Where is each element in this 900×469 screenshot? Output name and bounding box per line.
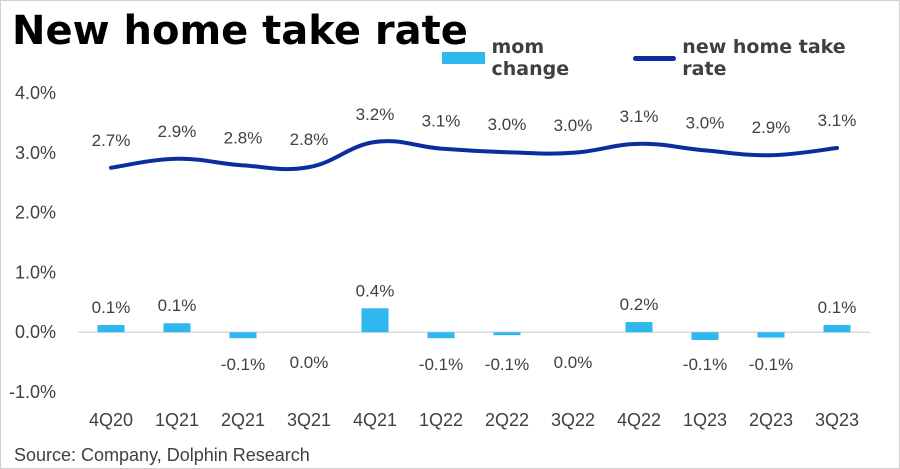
x-tick-label: 2Q22 bbox=[485, 410, 529, 430]
bar-data-label: 0.1% bbox=[158, 296, 197, 315]
line-data-label: 2.7% bbox=[92, 131, 131, 150]
line-data-label: 2.9% bbox=[752, 118, 791, 137]
bar-mom-change bbox=[163, 323, 191, 333]
bar-mom-change bbox=[823, 325, 851, 333]
line-data-label: 2.8% bbox=[290, 130, 329, 149]
bar-data-label: 0.0% bbox=[554, 353, 593, 372]
x-tick-label: 1Q23 bbox=[683, 410, 727, 430]
bar-data-label: -0.1% bbox=[749, 355, 793, 374]
bar-data-label: -0.1% bbox=[221, 355, 265, 374]
line-data-label: 3.1% bbox=[422, 112, 461, 131]
bar-mom-change bbox=[97, 325, 125, 333]
x-tick-label: 3Q23 bbox=[815, 410, 859, 430]
line-data-label: 3.2% bbox=[356, 105, 395, 124]
bar-mom-change bbox=[691, 332, 719, 340]
x-tick-label: 4Q20 bbox=[89, 410, 133, 430]
bar-data-label: -0.1% bbox=[419, 355, 463, 374]
bar-mom-change bbox=[361, 308, 389, 333]
x-axis: 4Q20 1Q21 2Q21 3Q21 4Q21 1Q22 2Q22 3Q22 4Q22 1Q23… bbox=[78, 331, 870, 430]
x-tick-label: 4Q21 bbox=[353, 410, 397, 430]
line-data-label: 3.0% bbox=[554, 116, 593, 135]
x-tick-label: 3Q22 bbox=[551, 410, 595, 430]
legend-label-take-rate: new home take rate bbox=[682, 36, 846, 80]
x-tick-label: 3Q21 bbox=[287, 410, 331, 430]
y-axis: 4.0% 3.0% 2.0% 1.0% 0.0% -1.0% bbox=[9, 83, 56, 402]
line-data-label: 3.0% bbox=[488, 115, 527, 134]
bar-data-label: 0.4% bbox=[356, 281, 395, 300]
legend-item-mom-change: mom change bbox=[442, 36, 627, 80]
bar-mom-change bbox=[757, 332, 785, 338]
x-tick-label: 2Q23 bbox=[749, 410, 793, 430]
line-data-label: 3.1% bbox=[620, 107, 659, 126]
x-tick-label: 2Q21 bbox=[221, 410, 265, 430]
bar-data-label: 0.0% bbox=[290, 353, 329, 372]
legend-swatch-bar bbox=[442, 52, 486, 64]
y-tick-label: 2.0% bbox=[15, 203, 56, 223]
legend: mom change new home take rate bbox=[442, 36, 900, 80]
bar-data-label: 0.1% bbox=[92, 298, 131, 317]
bar-data-label: -0.1% bbox=[683, 355, 727, 374]
legend-label-mom-change: mom change bbox=[491, 36, 570, 80]
line-series bbox=[109, 139, 839, 172]
line-take-rate bbox=[109, 139, 839, 172]
source-note: Source: Company, Dolphin Research bbox=[14, 445, 310, 465]
line-data-label: 2.8% bbox=[224, 128, 263, 147]
y-tick-label: 4.0% bbox=[15, 83, 56, 103]
bar-mom-change bbox=[229, 332, 257, 339]
x-tick-label: 1Q21 bbox=[155, 410, 199, 430]
bar-mom-change bbox=[493, 332, 521, 336]
chart-title: New home take rate bbox=[12, 8, 468, 54]
y-tick-label: -1.0% bbox=[9, 382, 56, 402]
bar-data-label: 0.2% bbox=[620, 295, 659, 314]
line-data-label: 3.1% bbox=[818, 111, 857, 130]
x-tick-label: 1Q22 bbox=[419, 410, 463, 430]
y-tick-label: 3.0% bbox=[15, 143, 56, 163]
legend-item-take-rate: new home take rate bbox=[632, 36, 894, 80]
data-labels: 2.7% 2.9% 2.8% 2.8% 3.2% 3.1% 3.0% 3.0% 3.1% 3.0%… bbox=[92, 105, 857, 374]
x-tick-label: 4Q22 bbox=[617, 410, 661, 430]
bar-mom-change bbox=[427, 332, 455, 339]
bar-mom-change bbox=[625, 322, 653, 333]
bar-data-label: -0.1% bbox=[485, 355, 529, 374]
legend-swatch-line bbox=[632, 55, 677, 61]
line-data-label: 3.0% bbox=[686, 113, 725, 132]
y-tick-label: 0.0% bbox=[15, 322, 56, 342]
bar-data-label: 0.1% bbox=[818, 298, 857, 317]
line-data-label: 2.9% bbox=[158, 122, 197, 141]
y-tick-label: 1.0% bbox=[15, 262, 56, 282]
bar-series bbox=[97, 308, 851, 340]
